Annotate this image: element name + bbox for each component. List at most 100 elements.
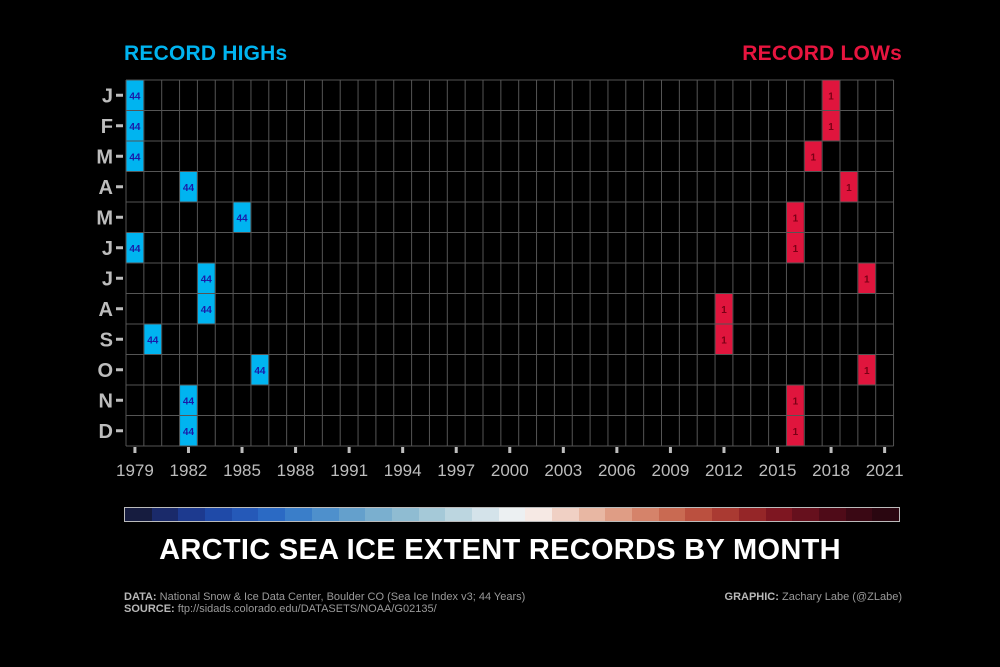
record-low-value: 1 — [793, 396, 799, 407]
record-high-cell — [197, 294, 215, 324]
colorbar-swatch — [845, 508, 873, 521]
colorbar-swatch — [445, 508, 472, 521]
footer-source-label: SOURCE: — [124, 603, 175, 615]
record-low-value: 1 — [846, 183, 852, 194]
record-highs-label: RECORD HIGHs — [124, 42, 288, 65]
month-label: S — [100, 329, 113, 351]
colorbar-swatch — [818, 508, 846, 521]
year-label: 2018 — [812, 461, 850, 480]
colorbar-swatch — [471, 508, 499, 521]
record-low-value: 1 — [864, 274, 870, 285]
record-high-cell — [144, 324, 162, 354]
record-low-value: 1 — [793, 427, 799, 438]
record-low-value: 1 — [721, 335, 727, 346]
month-label: F — [101, 116, 113, 138]
record-high-value: 44 — [183, 183, 195, 194]
footer-graphic-label: GRAPHIC: — [724, 591, 779, 603]
record-low-cell — [786, 202, 804, 232]
month-label: J — [102, 238, 113, 260]
record-high-value: 44 — [201, 274, 213, 285]
colorbar-swatch — [632, 508, 659, 521]
footer-graphic: GRAPHIC: Zachary Labe (@ZLabe) — [725, 591, 902, 603]
month-label: D — [99, 421, 113, 443]
record-high-cell — [126, 233, 144, 263]
colorbar-swatch — [178, 508, 206, 521]
record-high-cell — [180, 172, 197, 202]
record-high-value: 44 — [254, 366, 266, 377]
footer-data-line: DATA: National Snow & Ice Data Center, B… — [124, 591, 525, 603]
record-high-value: 44 — [201, 305, 213, 316]
record-low-value: 1 — [864, 366, 870, 377]
record-high-cell — [126, 141, 144, 171]
record-low-cell — [786, 385, 804, 415]
footer-graphic-text: Zachary Labe (@ZLabe) — [781, 591, 902, 603]
record-low-cell — [822, 111, 840, 141]
year-label: 2003 — [544, 461, 582, 480]
footer-source-text: ftp://sidads.colorado.edu/DATASETS/NOAA/… — [177, 603, 437, 615]
year-label: 1985 — [223, 461, 261, 480]
colorbar-swatch — [311, 508, 339, 521]
colorbar-swatch — [872, 508, 899, 521]
colorbar-swatch — [365, 508, 392, 521]
record-low-cell — [858, 355, 876, 385]
year-label: 2006 — [598, 461, 636, 480]
colorbar-swatch — [498, 508, 526, 521]
record-high-value: 44 — [183, 396, 195, 407]
record-high-cell — [126, 111, 144, 141]
year-label: 2021 — [866, 461, 904, 480]
colorbar — [124, 507, 900, 522]
record-low-cell — [786, 416, 804, 446]
footer-data-text: National Snow & Ice Data Center, Boulder… — [159, 591, 526, 603]
colorbar-swatch — [125, 508, 152, 521]
colorbar-swatch — [338, 508, 366, 521]
colorbar-swatch — [205, 508, 232, 521]
month-label: A — [99, 299, 113, 321]
colorbar-swatch — [525, 508, 552, 521]
chart-title: ARCTIC SEA ICE EXTENT RECORDS BY MONTH — [159, 534, 841, 566]
year-label: 2009 — [652, 461, 690, 480]
record-high-value: 44 — [129, 122, 141, 133]
colorbar-swatch — [658, 508, 686, 521]
colorbar-swatch — [391, 508, 419, 521]
footer-data-label: DATA: — [124, 591, 157, 603]
record-high-value: 44 — [183, 427, 195, 438]
record-low-value: 1 — [828, 91, 834, 102]
colorbar-swatch — [712, 508, 739, 521]
colorbar-swatch — [685, 508, 713, 521]
record-low-value: 1 — [828, 122, 834, 133]
month-label: A — [99, 177, 113, 199]
record-low-cell — [858, 263, 876, 293]
record-lows-label: RECORD LOWs — [742, 42, 902, 65]
record-low-cell — [804, 141, 822, 171]
record-high-value: 44 — [129, 244, 141, 255]
year-label: 1991 — [330, 461, 368, 480]
record-low-cell — [715, 294, 733, 324]
colorbar-swatch — [605, 508, 633, 521]
footer-credits: DATA: National Snow & Ice Data Center, B… — [124, 591, 525, 615]
year-label: 2012 — [705, 461, 743, 480]
month-label: J — [102, 268, 113, 290]
record-low-value: 1 — [810, 152, 816, 163]
colorbar-swatch — [792, 508, 819, 521]
record-low-value: 1 — [793, 213, 799, 224]
colorbar-swatch — [151, 508, 179, 521]
month-label: J — [102, 85, 113, 107]
year-label: 2015 — [759, 461, 797, 480]
colorbar-swatch — [552, 508, 579, 521]
year-label: 2000 — [491, 461, 529, 480]
colorbar-swatch — [418, 508, 446, 521]
record-high-value: 44 — [147, 335, 159, 346]
record-low-cell — [786, 233, 804, 263]
footer-source-line: SOURCE: ftp://sidads.colorado.edu/DATASE… — [124, 603, 525, 615]
year-label: 1979 — [116, 461, 154, 480]
record-low-cell — [840, 172, 858, 202]
colorbar-swatch — [578, 508, 606, 521]
year-label: 1988 — [277, 461, 315, 480]
record-high-cell — [251, 355, 269, 385]
record-high-value: 44 — [129, 152, 141, 163]
record-high-cell — [197, 263, 215, 293]
record-high-cell — [126, 80, 144, 110]
month-label: O — [97, 360, 113, 382]
year-label: 1982 — [170, 461, 208, 480]
